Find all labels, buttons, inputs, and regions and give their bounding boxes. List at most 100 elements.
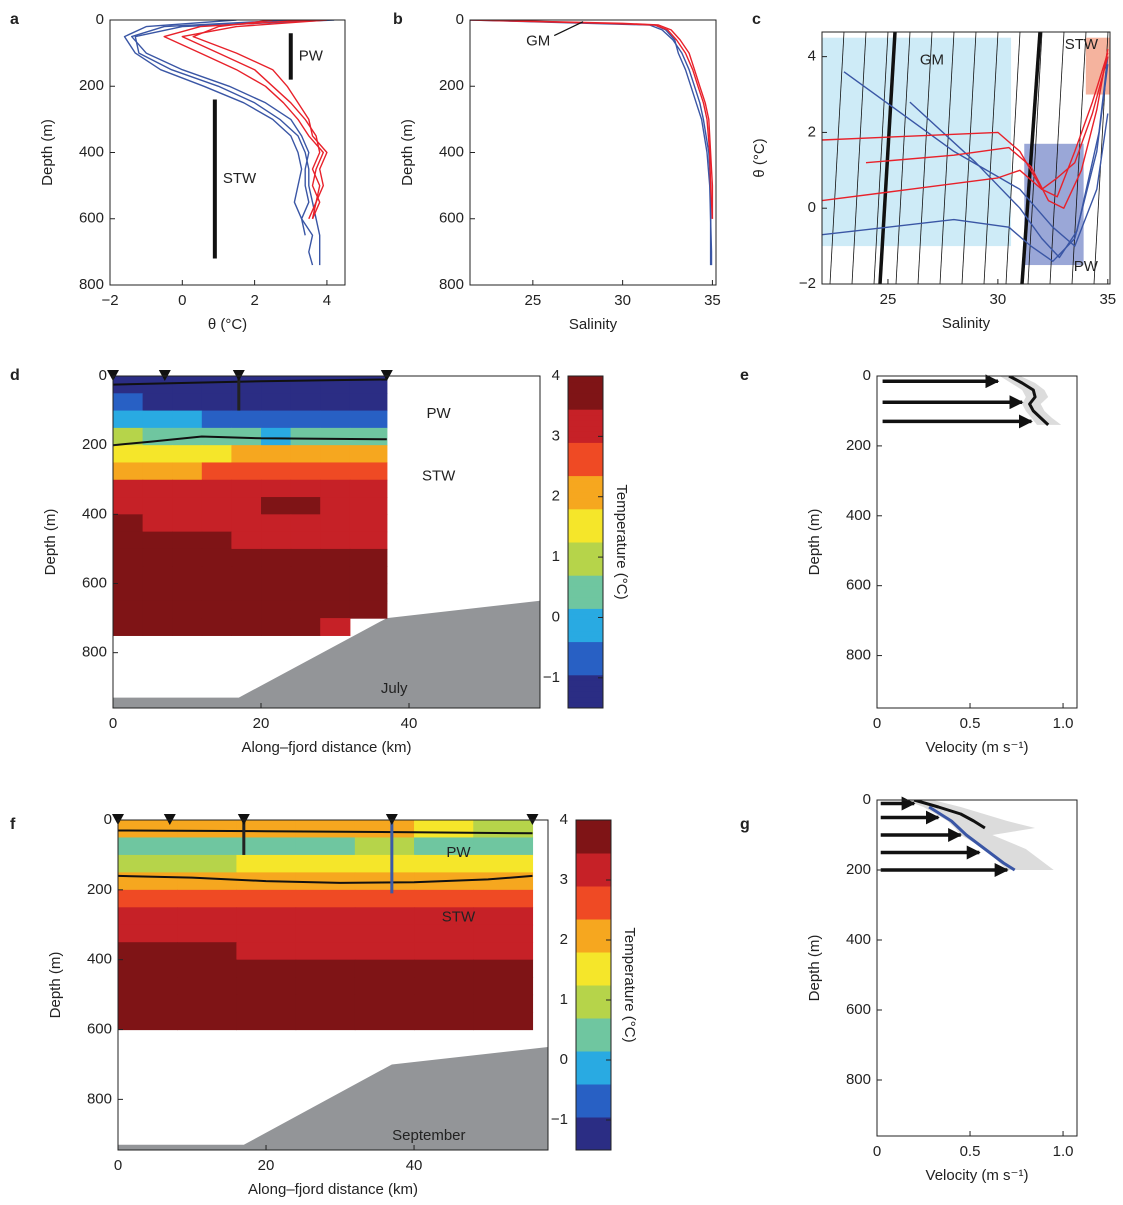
temperature-cell (201, 445, 233, 464)
temperature-cell (295, 994, 356, 1013)
temperature-cell (231, 497, 262, 515)
temperature-cell (231, 376, 262, 394)
colorbar-step (568, 564, 603, 571)
profile-line (843, 71, 1109, 247)
x-tick-label: 1.0 (1053, 1143, 1074, 1160)
colorbar-step (576, 1051, 611, 1057)
isotherm (113, 435, 387, 447)
y-axis-label: Depth (m) (806, 509, 823, 576)
y-tick-label: 400 (846, 931, 871, 948)
colorbar-tick-label: −1 (551, 1111, 568, 1128)
temperature-cell (118, 889, 178, 908)
temperature-cell (349, 462, 388, 481)
temperature-cell (473, 837, 534, 856)
temperature-cell (172, 531, 203, 550)
temperature-cell (354, 924, 415, 943)
x-axis-label: Velocity (m s⁻¹) (926, 739, 1029, 756)
temperature-cell (349, 600, 388, 619)
temperature-cell (118, 820, 178, 839)
colorbar-step (568, 447, 603, 454)
colorbar-step (568, 658, 603, 665)
isopycnal (1116, 32, 1123, 284)
temperature-cell (236, 889, 297, 908)
x-tick-label: 30 (614, 292, 631, 309)
temperature-cell (261, 376, 292, 394)
temperature-cell (177, 872, 238, 891)
temperature-cell (231, 600, 262, 619)
profile-line (478, 20, 714, 219)
temperature-cell (354, 837, 415, 856)
panel: e 0 0.5 1.0 0 200 400 600 800 Velocity (m s⁻¹) Dep… (740, 367, 1078, 756)
temperature-cell (320, 445, 351, 464)
colorbar-step (576, 864, 611, 870)
colorbar-step (576, 836, 611, 843)
y-tick-label: 0 (99, 367, 107, 384)
temperature-cell (320, 618, 351, 636)
colorbar-step (568, 674, 603, 681)
temperature-cell (320, 566, 351, 585)
temperature-cell (295, 837, 356, 856)
temperature-cell (142, 514, 173, 533)
x-axis-label: Salinity (942, 315, 991, 332)
temperature-cell (414, 994, 474, 1013)
isopycnal-bold (1020, 32, 1042, 284)
temperature-cell (261, 393, 292, 412)
colorbar-step (576, 858, 611, 865)
temperature-cell (142, 427, 173, 446)
x-axis-label: Velocity (m s⁻¹) (926, 1167, 1029, 1184)
temperature-cell (231, 445, 262, 464)
temperature-cell (201, 566, 233, 585)
temperature-cell (142, 600, 173, 619)
temperature-cell (201, 410, 233, 429)
panel: c GM PW STW 25 30 35 −2 0 2 4 Salinity θ (°C) (751, 11, 1123, 332)
temperature-cell (172, 566, 203, 585)
colorbar-step (576, 880, 611, 887)
x-tick-label: 20 (253, 715, 270, 732)
colorbar-step (568, 536, 603, 543)
annotation: PW (299, 47, 324, 64)
temperature-cell (118, 907, 178, 926)
temperature-cell (113, 497, 144, 515)
y-tick-label: 400 (82, 505, 107, 522)
colorbar-label: Temperature (°C) (613, 484, 630, 599)
profile-line (909, 56, 1109, 259)
temperature-cell (320, 462, 351, 481)
temperature-cell (231, 393, 262, 412)
temperature-cell (172, 445, 203, 464)
temperature-cell (172, 600, 203, 619)
colorbar-step (576, 1139, 611, 1145)
x-tick-label: 25 (880, 291, 897, 308)
colorbar-step (576, 1144, 611, 1151)
colorbar-step (568, 613, 603, 620)
colorbar-step (576, 1100, 611, 1107)
pointer (553, 21, 584, 37)
temperature-cell (142, 566, 173, 585)
colorbar-frame (575, 819, 612, 1151)
colorbar-tick-label: 4 (560, 811, 568, 828)
temperature-cell (295, 959, 356, 978)
temperature-cell (172, 462, 203, 481)
isopycnal (851, 32, 867, 284)
temperature-cell (473, 820, 534, 839)
temperature-cell (261, 618, 292, 636)
colorbar-step (576, 1095, 611, 1101)
x-tick-label: 40 (401, 715, 418, 732)
temperature-cell (295, 854, 356, 873)
plot-frame (876, 799, 1078, 1137)
temperature-cell (261, 548, 292, 567)
panel-letter: d (10, 367, 20, 384)
colorbar-step (568, 387, 603, 394)
y-tick-label: 600 (87, 1020, 112, 1037)
temperature-cell (320, 479, 351, 498)
colorbar-step (576, 897, 611, 903)
temperature-cell (201, 600, 233, 619)
colorbar-step (568, 641, 603, 648)
x-axis-label: Along–fjord distance (km) (248, 1181, 418, 1198)
y-tick-label: 4 (808, 48, 816, 65)
temperature-cell (473, 1012, 534, 1031)
y-tick-label: 0 (863, 791, 871, 808)
panel-letter: a (10, 11, 19, 28)
y-axis-label: θ (°C) (751, 138, 768, 177)
colorbar-step (576, 996, 611, 1002)
